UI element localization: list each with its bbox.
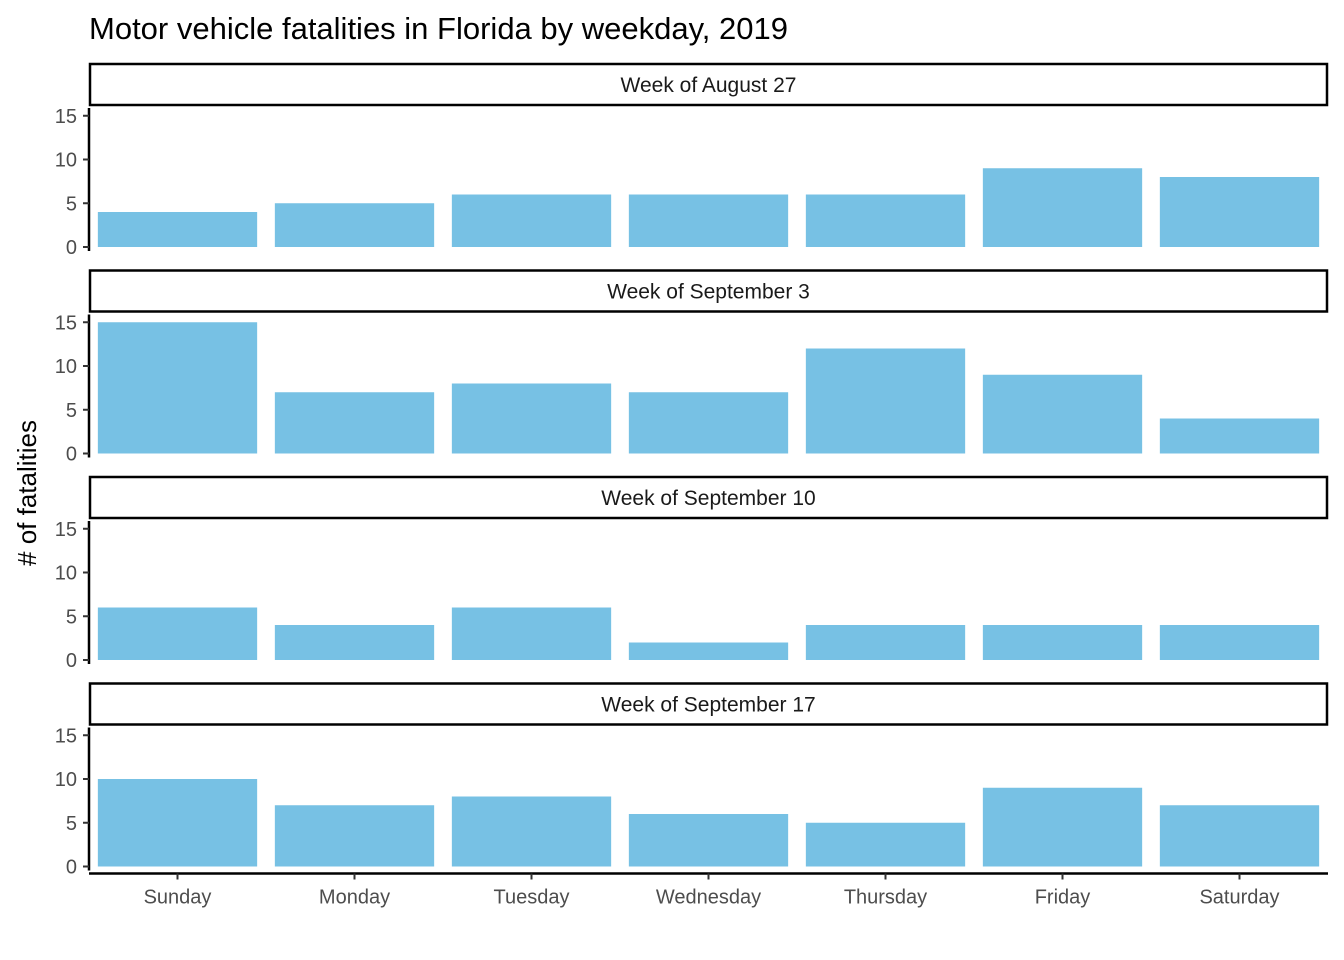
facet-panel: Week of September 10 0 5 10 15 (55, 475, 1329, 672)
y-tick-label: 5 (66, 400, 77, 422)
y-axis-label: # of fatalities (12, 420, 42, 566)
bar (805, 348, 966, 454)
y-tick-label: 0 (66, 237, 77, 259)
facet-panel: Week of September 17 0 5 10 15 (55, 682, 1329, 879)
bar (97, 322, 258, 454)
y-tick-label: 5 (66, 193, 77, 215)
bar (97, 779, 258, 867)
y-tick-label: 0 (66, 857, 77, 879)
bar (274, 805, 435, 867)
y-tick-label: 5 (66, 813, 77, 835)
bar (628, 814, 789, 867)
x-tick-label: Thursday (844, 887, 927, 909)
x-tick-label: Wednesday (656, 887, 761, 909)
y-tick-label: 15 (55, 106, 77, 128)
bar (805, 194, 966, 247)
chart-title: Motor vehicle fatalities in Florida by w… (89, 11, 788, 46)
y-tick-label: 5 (66, 606, 77, 628)
bar (1159, 805, 1320, 867)
bar (628, 642, 789, 660)
facet-panel: Week of August 27 0 5 10 15 (55, 62, 1329, 259)
bar (628, 194, 789, 247)
x-tick-label: Monday (319, 887, 390, 909)
facet-strip (88, 475, 1329, 520)
y-tick-label: 10 (55, 150, 77, 172)
facet-strip-label: Week of September 3 (607, 281, 810, 304)
facet-strip (88, 269, 1329, 313)
bar (1159, 625, 1320, 660)
y-tick-label: 10 (55, 769, 77, 791)
y-tick-label: 15 (55, 725, 77, 747)
bar (274, 625, 435, 660)
x-tick-label: Tuesday (494, 887, 570, 909)
x-tick-label: Saturday (1199, 887, 1279, 909)
facet-strip (88, 62, 1329, 107)
bar (274, 203, 435, 247)
x-tick-label: Friday (1035, 887, 1091, 909)
bar (628, 392, 789, 454)
bar (97, 607, 258, 660)
y-tick-label: 0 (66, 444, 77, 466)
bar (1159, 177, 1320, 247)
bar (451, 383, 612, 454)
y-tick-label: 10 (55, 356, 77, 378)
bar (982, 787, 1143, 867)
facet-strip (88, 682, 1329, 726)
bar (982, 625, 1143, 660)
facet-strip-label: Week of September 17 (601, 694, 815, 717)
y-tick-label: 15 (55, 519, 77, 541)
bar (982, 374, 1143, 454)
y-tick-label: 15 (55, 312, 77, 334)
x-axis: Sunday Monday Tuesday Wednesday Thursday Frid… (89, 872, 1328, 909)
bar (451, 194, 612, 247)
bar (1159, 418, 1320, 454)
x-tick-label: Sunday (144, 887, 212, 909)
bar (97, 212, 258, 247)
bar (451, 796, 612, 867)
bar (274, 392, 435, 454)
facet-strip-label: Week of September 10 (601, 487, 815, 510)
facet-panel: Week of September 3 0 5 10 15 (55, 269, 1329, 466)
bar (805, 822, 966, 867)
facet-strip-label: Week of August 27 (621, 74, 797, 97)
y-tick-label: 0 (66, 650, 77, 672)
bar (451, 607, 612, 660)
bar (805, 625, 966, 660)
y-tick-label: 10 (55, 563, 77, 585)
bar (982, 168, 1143, 247)
